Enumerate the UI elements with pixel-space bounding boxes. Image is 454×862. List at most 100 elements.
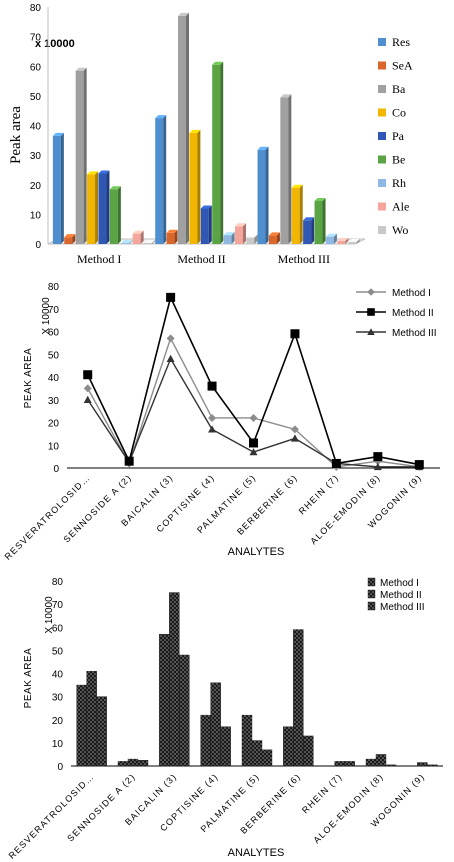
chart-1-y-tick-label: 10 [30, 210, 42, 221]
chart-3-legend-label: Method II [380, 590, 422, 601]
chart-1-x-tick-label: Method III [278, 252, 330, 266]
chart-1-bar [75, 67, 87, 244]
chart-2-point [290, 434, 299, 442]
chart-3-bar [76, 684, 87, 767]
chart-3-bar [159, 633, 170, 767]
chart-3-bar [427, 764, 438, 767]
chart-2-point [124, 456, 134, 466]
chart-3-bar [334, 761, 345, 767]
chart-1-bar [325, 233, 337, 244]
chart-1-bar [303, 217, 315, 244]
chart-2-series-line [87, 336, 420, 468]
chart-3-x-tick-label: SENNOSIDE A (2) [65, 771, 137, 843]
chart-2-y-tick-label: 30 [48, 396, 60, 407]
chart-3-bar [293, 629, 304, 767]
chart-1-legend-swatch [378, 179, 386, 187]
chart-2-point [207, 381, 217, 391]
chart-3-x-tick-label: ALOE-EMODIN (8) [312, 771, 386, 845]
chart-3-scale-label: X 10000 [44, 596, 55, 634]
chart-2-point [367, 308, 375, 316]
chart-3-y-tick-label: 20 [52, 716, 64, 727]
chart-3-bar [137, 760, 149, 767]
chart-1-legend-label: Rh [392, 176, 406, 190]
chart-1-bar [246, 234, 258, 244]
chart-1-bar [121, 240, 133, 244]
chart-3-x-tick-label: RHEIN (7) [300, 771, 344, 815]
chart-2-x-tick-label: RESVERATROLOSID… [3, 472, 92, 561]
chart-3-bar [127, 758, 139, 767]
chart-1-bar [314, 198, 326, 244]
chart-3-legend-swatch [367, 577, 376, 587]
chart-1-y-tick-label: 40 [30, 122, 42, 133]
chart-2-point [249, 448, 258, 456]
chart-2-y-tick-label: 70 [48, 305, 60, 316]
chart-3-bar-by-analyte: PEAK AREA X 10000 ANALYTES 0 10 20 30 40 50 60… [7, 577, 443, 861]
chart-1-legend-label: Co [392, 106, 406, 120]
chart-1-bar [52, 132, 64, 244]
chart-1-y-tick-label: 80 [30, 3, 42, 14]
chart-2-y-tick-label: 0 [53, 464, 59, 475]
chart-2-point [331, 458, 341, 468]
chart-2-point [166, 292, 176, 302]
chart-3-bar [375, 754, 387, 767]
chart-1-bar [235, 223, 246, 244]
chart-3-legend-swatch [367, 601, 376, 611]
chart-3-y-tick-label: 40 [52, 670, 64, 681]
chart-2-point [290, 329, 300, 339]
chart-1-bar [166, 229, 178, 244]
chart-1-bar [257, 146, 269, 244]
chart-1-bar [200, 205, 212, 244]
chart-2-y-tick-label: 50 [48, 350, 60, 361]
chart-2-point [83, 395, 92, 403]
chart-1-x-tick-label: Method I [77, 252, 121, 266]
chart-2-point [208, 413, 217, 422]
chart-2-point [367, 328, 375, 336]
chart-3-bar [96, 696, 107, 767]
chart-1-legend-label: Ale [392, 200, 409, 214]
chart-1-y-tick-label: 70 [30, 33, 42, 44]
chart-1-legend-swatch [378, 132, 386, 140]
chart-2-y-tick-label: 40 [48, 373, 60, 384]
chart-1-legend-label: Be [392, 153, 405, 167]
chart-3-bar [303, 735, 314, 767]
chart-1-bar [280, 94, 292, 244]
chart-3-ylabel: PEAK AREA [23, 648, 34, 709]
chart-1-bar [178, 12, 189, 245]
chart-1-legend-swatch [378, 202, 386, 211]
chart-1-y-tick-label: 0 [35, 240, 41, 251]
chart-1-bar [98, 170, 110, 244]
chart-2-point [208, 425, 217, 433]
chart-3-xlabel: ANALYTES [228, 847, 285, 859]
chart-3-bar [365, 758, 377, 767]
chart-2-point [373, 457, 382, 466]
chart-1-bar [189, 129, 201, 244]
chart-1-peak-area-by-method: Peak area x 10000 0 10 20 30 40 50 60 70 80 Metho… [8, 3, 413, 266]
chart-3-y-tick-label: 70 [52, 600, 64, 611]
chart-1-legend-swatch [378, 108, 386, 117]
chart-3-bar [169, 592, 180, 767]
chart-2-point [249, 413, 258, 422]
chart-3-bar [283, 726, 294, 767]
chart-1-bar [132, 230, 144, 244]
chart-1-legend-label: Wo [392, 223, 408, 237]
chart-2-point [373, 462, 382, 471]
chart-1-bar [337, 238, 349, 244]
chart-1-legend-swatch [378, 61, 386, 70]
chart-3-y-tick-label: 0 [57, 762, 63, 773]
chart-2-legend-label: Method III [392, 328, 436, 339]
chart-1-x-tick-label: Method II [177, 252, 225, 266]
chart-3-bar [179, 654, 190, 767]
chart-2-point [373, 452, 383, 462]
chart-2-scale-label: X 10000 [41, 297, 52, 335]
chart-1-ylabel: Peak area [8, 106, 24, 164]
chart-3-y-tick-label: 80 [52, 577, 64, 588]
chart-3-y-tick-label: 10 [52, 739, 64, 750]
chart-2-ylabel: PEAK AREA [23, 348, 34, 409]
chart-1-bar [291, 184, 303, 244]
chart-1-bar [223, 232, 235, 244]
chart-2-legend-label: Method I [392, 288, 431, 299]
chart-3-bar [251, 740, 263, 767]
chart-1-legend-swatch [378, 85, 386, 93]
chart-3-bar [117, 761, 129, 767]
chart-3-x-tick-label: RESVERATROLOSID… [7, 771, 96, 860]
